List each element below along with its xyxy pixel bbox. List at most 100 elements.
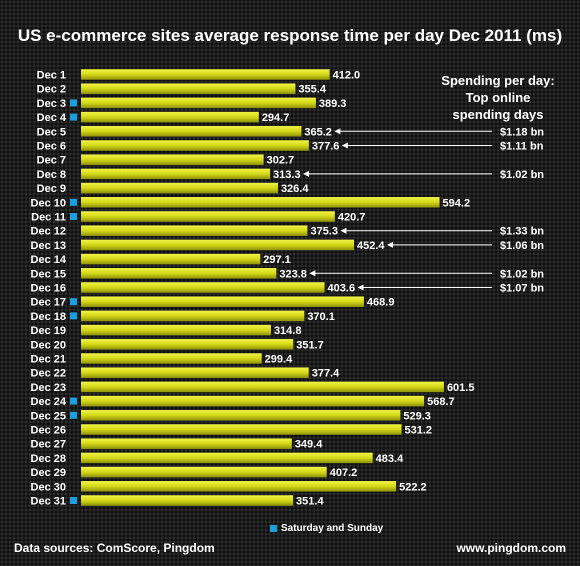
bar-value-label: 370.1 xyxy=(307,311,335,323)
bar xyxy=(81,111,259,123)
category-label: Dec 15 xyxy=(31,268,66,280)
bar xyxy=(81,268,277,279)
bar xyxy=(81,410,401,421)
category-label: Dec 18 xyxy=(31,311,66,323)
category-label: Dec 19 xyxy=(31,325,66,337)
bar-value-label: 412.0 xyxy=(333,70,361,82)
bar xyxy=(81,97,316,109)
bar xyxy=(81,154,264,165)
site-url: www.pingdom.com xyxy=(456,541,566,555)
category-label: Dec 28 xyxy=(31,453,66,465)
spending-annotation: $1.06 bn xyxy=(386,240,544,252)
bar-value-label: 294.7 xyxy=(262,112,290,124)
category-label: Dec 21 xyxy=(31,354,66,366)
category-label: Dec 12 xyxy=(31,226,66,238)
category-label: Dec 27 xyxy=(31,439,66,451)
bar-value-label: 529.3 xyxy=(403,410,431,422)
bar-value-label: 351.7 xyxy=(296,339,324,351)
bar-value-label: 452.4 xyxy=(357,240,385,252)
annotation-arrowhead xyxy=(334,128,341,135)
weekend-marker xyxy=(70,213,77,220)
annotation-arrowhead xyxy=(303,170,310,177)
bar xyxy=(81,438,292,449)
annotation-arrowhead xyxy=(340,227,347,234)
bar xyxy=(81,197,440,208)
category-label: Dec 31 xyxy=(31,496,66,508)
category-label: Dec 4 xyxy=(37,112,67,124)
bar-value-label: 594.2 xyxy=(443,197,471,209)
bar xyxy=(81,168,271,180)
bar-value-label: 297.1 xyxy=(263,254,291,266)
weekend-marker xyxy=(70,99,77,107)
legend-label: Saturday and Sunday xyxy=(281,523,384,534)
spending-annotation: $1.02 bn xyxy=(303,169,544,181)
bar xyxy=(81,353,262,364)
bar-value-label: 349.4 xyxy=(295,439,323,451)
chart-legend: Saturday and Sunday xyxy=(270,523,383,534)
bar-value-label: 323.8 xyxy=(279,268,307,280)
bar-value-label: 314.8 xyxy=(274,325,302,337)
spending-annotation: $1.18 bn xyxy=(334,126,544,138)
bar xyxy=(81,282,325,293)
bar xyxy=(81,296,364,307)
annotation-label: $1.18 bn xyxy=(500,126,544,138)
category-label: Dec 17 xyxy=(31,297,66,309)
bar-value-label: 351.4 xyxy=(296,496,324,508)
bar xyxy=(81,126,302,137)
spending-annotation-title: Spending per day: Top online spending da… xyxy=(418,72,578,123)
annotation-label: $1.06 bn xyxy=(500,240,544,252)
annotation-title-line: Top online xyxy=(465,90,531,105)
annotation-label: $1.02 bn xyxy=(500,268,544,280)
bar xyxy=(81,83,296,94)
category-label: Dec 11 xyxy=(31,212,66,224)
category-label: Dec 14 xyxy=(31,254,67,266)
annotation-arrowhead xyxy=(341,142,348,149)
bar-value-label: 522.2 xyxy=(399,481,427,493)
chart-title: US e-commerce sites average response tim… xyxy=(17,26,563,45)
bar-value-label: 299.4 xyxy=(265,354,293,366)
category-label: Dec 5 xyxy=(37,126,66,138)
spending-annotation: $1.11 bn xyxy=(341,141,544,153)
bar xyxy=(81,239,354,251)
category-label: Dec 26 xyxy=(31,425,66,437)
category-label: Dec 29 xyxy=(31,467,66,479)
bar xyxy=(81,495,294,506)
bar-value-label: 302.7 xyxy=(267,155,295,167)
category-label: Dec 13 xyxy=(31,240,66,252)
bar xyxy=(81,211,335,222)
annotation-title-line: Spending per day: xyxy=(441,73,555,88)
weekend-marker xyxy=(70,397,77,405)
bar xyxy=(81,339,294,350)
bar xyxy=(81,310,305,322)
category-label: Dec 30 xyxy=(31,481,66,493)
category-label: Dec 20 xyxy=(31,339,66,351)
weekend-marker xyxy=(70,113,77,121)
bar xyxy=(81,481,397,492)
weekend-legend-swatch xyxy=(270,524,277,532)
weekend-marker xyxy=(70,411,77,419)
spending-annotation: $1.02 bn xyxy=(309,268,544,280)
bar xyxy=(81,324,271,336)
annotation-label: $1.33 bn xyxy=(500,226,544,238)
bar xyxy=(81,424,402,435)
bar-value-label: 365.2 xyxy=(304,126,332,138)
bar-value-label: 468.9 xyxy=(367,297,395,309)
bar-value-label: 313.3 xyxy=(273,169,301,181)
data-sources: Data sources: ComScore, Pingdom xyxy=(14,541,215,555)
bar xyxy=(81,140,309,151)
bar-value-label: 531.2 xyxy=(405,425,433,437)
bar-value-label: 568.7 xyxy=(427,396,455,408)
bar-value-label: 601.5 xyxy=(447,382,475,394)
bar-value-label: 375.3 xyxy=(310,226,338,238)
bar-value-label: 377.4 xyxy=(312,368,340,380)
category-label: Dec 2 xyxy=(37,84,66,96)
bar xyxy=(81,69,330,80)
annotation-arrowhead xyxy=(357,284,364,291)
bar-value-label: 407.2 xyxy=(330,467,358,479)
category-label: Dec 24 xyxy=(31,396,67,408)
bar-value-label: 377.6 xyxy=(312,141,340,153)
category-label: Dec 8 xyxy=(37,169,66,181)
spending-annotation: $1.33 bn xyxy=(340,226,544,238)
category-label: Dec 3 xyxy=(37,98,66,110)
